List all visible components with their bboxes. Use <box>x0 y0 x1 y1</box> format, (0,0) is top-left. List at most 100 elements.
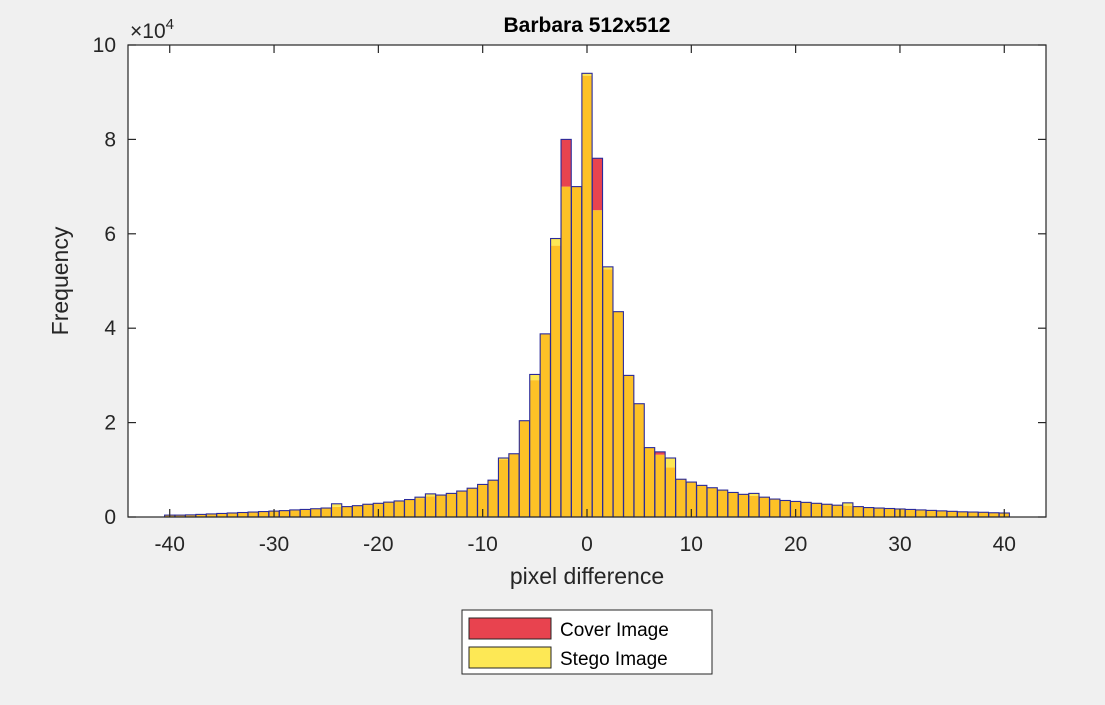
x-axis-ticks: -40 -30 -20 -10 0 10 20 30 40 <box>155 45 1016 556</box>
bar-overlap <box>592 210 603 517</box>
bar-stego-excess <box>581 73 593 76</box>
bar-overlap <box>383 502 394 517</box>
x-tick-label: 30 <box>888 533 911 556</box>
x-tick-label: 0 <box>581 533 593 556</box>
y-tick-label: 4 <box>104 317 116 340</box>
y-tick-label: 8 <box>104 128 116 151</box>
bar-stego-excess <box>550 238 561 246</box>
bar-overlap <box>634 403 645 517</box>
legend[interactable]: Cover Image Stego Image <box>461 609 713 675</box>
bar-overlap <box>435 495 447 517</box>
y-exponent-base: ×10 <box>130 20 166 43</box>
bar-stego-excess <box>748 493 760 496</box>
bar-overlap <box>352 505 363 517</box>
bar-overlap <box>623 375 634 517</box>
x-tick-label: -20 <box>363 533 393 556</box>
bar-overlap <box>488 480 499 517</box>
bar-overlap <box>540 333 551 517</box>
y-axis-ticks: 0 2 4 6 8 10 <box>93 34 1046 529</box>
bar-overlap <box>571 186 582 517</box>
bar-overlap <box>300 509 311 517</box>
bar-overlap <box>811 503 822 517</box>
bar-overlap <box>842 505 853 517</box>
bar-overlap <box>362 504 374 517</box>
bar-overlap <box>707 487 718 517</box>
bar-overlap <box>529 380 540 517</box>
bar-overlap <box>873 508 885 517</box>
bar-overlap <box>800 502 812 517</box>
bar-overlap <box>248 512 259 517</box>
bar-overlap <box>321 508 332 517</box>
x-axis-label: pixel difference <box>510 563 664 589</box>
bar-cover-excess <box>592 158 603 211</box>
bar-overlap <box>446 493 457 517</box>
y-tick-label: 10 <box>93 34 116 57</box>
bar-overlap <box>717 490 728 517</box>
bar-overlap <box>967 512 979 517</box>
bar-overlap <box>686 482 697 517</box>
bar-overlap <box>748 495 760 517</box>
bar-stego-excess <box>331 503 342 507</box>
bar-overlap <box>696 485 707 517</box>
bar-overlap <box>206 513 217 517</box>
bar-overlap <box>289 509 301 517</box>
bar-overlap <box>759 497 770 517</box>
bar-overlap <box>957 511 968 517</box>
bar-overlap <box>581 75 593 518</box>
bar-overlap <box>216 513 227 517</box>
bar-overlap <box>550 245 561 517</box>
bar-overlap <box>341 506 353 517</box>
bar-overlap <box>561 186 572 517</box>
bar-cover-excess <box>654 451 666 455</box>
legend-label-stego: Stego Image <box>560 649 668 670</box>
bar-overlap <box>936 510 947 517</box>
bar-overlap <box>988 512 999 517</box>
bar-stego-excess <box>602 266 613 270</box>
bar-overlap <box>727 492 739 517</box>
bar-overlap <box>185 514 196 517</box>
bar-stego-excess <box>425 493 436 497</box>
x-tick-label: -40 <box>155 533 185 556</box>
y-exponent-label: ×104 <box>130 16 174 43</box>
x-tick-label: 20 <box>784 533 807 556</box>
bar-overlap <box>175 515 186 517</box>
bar-overlap <box>404 499 415 517</box>
bar-overlap <box>456 491 467 517</box>
x-tick-label: -10 <box>468 533 498 556</box>
bar-overlap <box>477 484 488 517</box>
bar-overlap <box>613 311 624 517</box>
bar-overlap <box>602 269 613 517</box>
bar-overlap <box>853 506 864 517</box>
bar-overlap <box>467 488 478 517</box>
x-tick-label: 10 <box>680 533 703 556</box>
bar-overlap <box>237 512 248 517</box>
bar-overlap <box>905 509 916 517</box>
bar-overlap <box>915 509 926 517</box>
bar-overlap <box>769 499 780 517</box>
bar-overlap <box>279 510 290 517</box>
bar-overlap <box>425 496 436 517</box>
bar-overlap <box>738 494 749 517</box>
bar-overlap <box>863 507 874 517</box>
bar-overlap <box>258 511 269 517</box>
bar-overlap <box>310 508 321 517</box>
bar-overlap <box>195 514 207 517</box>
bar-overlap <box>665 467 676 517</box>
bar-stego-excess <box>665 458 676 468</box>
y-tick-label: 0 <box>104 506 116 529</box>
y-exponent-power: 4 <box>166 16 174 33</box>
bar-overlap <box>884 508 895 517</box>
bar-stego-excess <box>529 374 540 381</box>
bar-stego-excess <box>498 458 509 460</box>
bar-overlap <box>675 479 686 517</box>
bar-overlap <box>947 511 958 517</box>
bar-stego-excess <box>842 502 853 506</box>
bar-cover-excess <box>561 139 572 187</box>
bar-overlap <box>498 459 509 517</box>
bar-overlap <box>519 420 530 517</box>
x-tick-label: 40 <box>993 533 1016 556</box>
bar-overlap <box>394 500 405 517</box>
bar-overlap <box>644 447 655 517</box>
